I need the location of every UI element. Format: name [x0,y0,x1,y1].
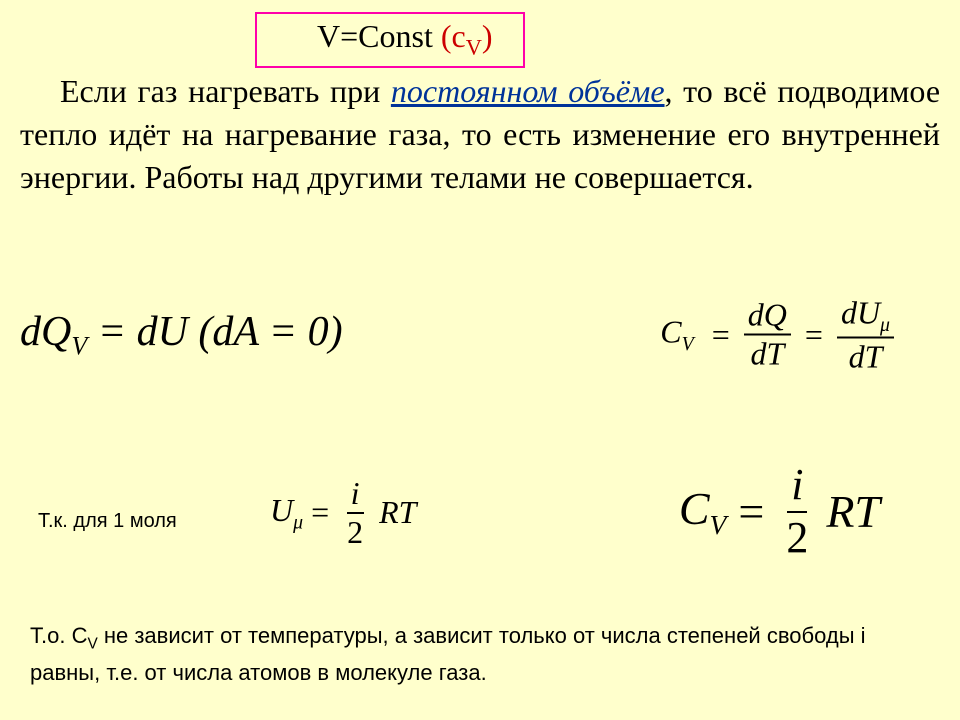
title-prefix: V=Const [317,18,441,54]
eq-dq-du: dQV = dU (dA = 0) [20,308,343,361]
para-part1: Если газ нагревать при [60,73,391,109]
eq-u-mu: Uμ = i 2 RT [270,475,416,551]
frac-dq-dt: dQ dT [744,297,791,373]
eq-cv-fraction: CV = dQ dT = dUμ dT [660,294,900,375]
para-underline: постоянном объёме [391,73,665,109]
title-cv: (cV) [441,18,493,54]
eq-cv-final: CV = i 2 RT [679,460,880,563]
footnote: Т.о. CV не зависит от температуры, а зав… [30,619,930,690]
equation-row-1: dQV = dU (dA = 0) CV = dQ dT = dUμ dT [20,308,940,361]
label-one-mole: Т.к. для 1 моля [38,510,177,533]
equation-row-2: Т.к. для 1 моля Uμ = i 2 RT CV = i 2 RT [20,455,940,575]
frac-i-2-small: i 2 [343,475,367,551]
main-paragraph: Если газ нагревать при постоянном объёме… [20,70,940,200]
cv-symbol: CV [660,313,693,355]
frac-i-2-large: i 2 [782,460,812,563]
frac-du-dt: dUμ dT [837,294,894,375]
title-box: V=Const (cV) [255,12,525,68]
